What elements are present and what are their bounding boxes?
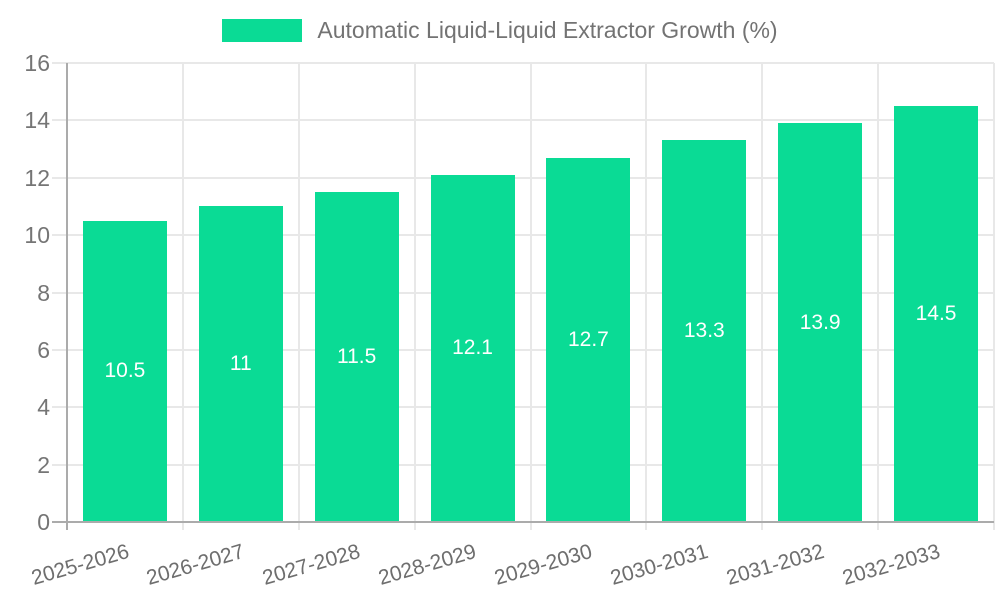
bar-2031-2032: 13.9: [778, 123, 863, 522]
x-tick-label: 2032-2033: [839, 540, 943, 590]
gridline-vertical: [181, 63, 184, 530]
gridline-vertical: [297, 63, 300, 530]
y-tick-label: 14: [24, 107, 50, 134]
gridline-horizontal: [52, 176, 994, 179]
gridline-vertical: [761, 63, 764, 530]
bar-2030-2031: 13.3: [662, 140, 747, 522]
gridline-horizontal: [52, 119, 994, 122]
gridline-vertical: [645, 63, 648, 530]
bar-value-label: 11.5: [337, 345, 377, 369]
x-tick-label: 2027-2028: [260, 540, 364, 590]
gridline-vertical: [993, 63, 995, 530]
gridline-vertical: [529, 63, 532, 530]
bar-2026-2027: 11: [198, 206, 283, 522]
bar-2032-2033: 14.5: [894, 106, 979, 522]
y-axis-labels: 0 2 4 6 8 10 12 14 16: [0, 50, 50, 535]
bar-value-label: 10.5: [104, 359, 146, 383]
gridline-horizontal: [52, 234, 994, 237]
x-tick-label: 2030-2031: [607, 540, 711, 590]
bar-value-label: 12.7: [567, 327, 609, 351]
y-tick-label: 6: [37, 336, 50, 363]
x-tick-label: 2029-2030: [491, 540, 595, 590]
gridline-vertical: [413, 63, 416, 530]
bar-2025-2026: 10.5: [82, 220, 167, 522]
bar-2027-2028: 11.5: [314, 192, 399, 522]
x-axis-line: [52, 521, 994, 523]
bar-value-label: 13.9: [799, 310, 841, 334]
gridline-horizontal: [52, 406, 994, 409]
gridline-horizontal: [52, 291, 994, 294]
y-axis-line: [66, 63, 68, 530]
legend: Automatic Liquid-Liquid Extractor Growth…: [0, 18, 1000, 43]
y-tick-label: 2: [37, 451, 50, 478]
bar-value-label: 13.3: [683, 319, 725, 343]
x-tick-label: 2026-2027: [144, 540, 248, 590]
bar-2028-2029: 12.1: [430, 174, 515, 522]
bar-2029-2030: 12.7: [546, 157, 631, 522]
gridline-vertical: [877, 63, 880, 530]
gridline-horizontal: [52, 463, 994, 466]
x-tick-label: 2028-2029: [376, 540, 479, 590]
plot-area: 10.5 2025-2026 11 2026-2027 11.5 2027-2028 12.…: [28, 62, 995, 590]
y-tick-label: 8: [37, 279, 50, 306]
bar-value-label: 14.5: [915, 302, 957, 326]
y-tick-label: 12: [24, 164, 50, 191]
x-tick-label: 2025-2026: [28, 540, 132, 590]
x-tick-label: 2031-2032: [723, 540, 827, 590]
y-tick-label: 4: [37, 394, 50, 421]
bar-value-label: 12.1: [452, 336, 493, 360]
y-tick-label: 10: [24, 222, 50, 249]
gridline-horizontal: [52, 62, 994, 64]
y-tick-label: 0: [37, 509, 50, 535]
legend-label: Automatic Liquid-Liquid Extractor Growth…: [317, 17, 778, 43]
legend-swatch: [222, 19, 303, 42]
y-tick-label: 16: [24, 50, 50, 76]
bar-value-label: 11: [229, 352, 252, 376]
gridline-horizontal: [52, 348, 994, 351]
